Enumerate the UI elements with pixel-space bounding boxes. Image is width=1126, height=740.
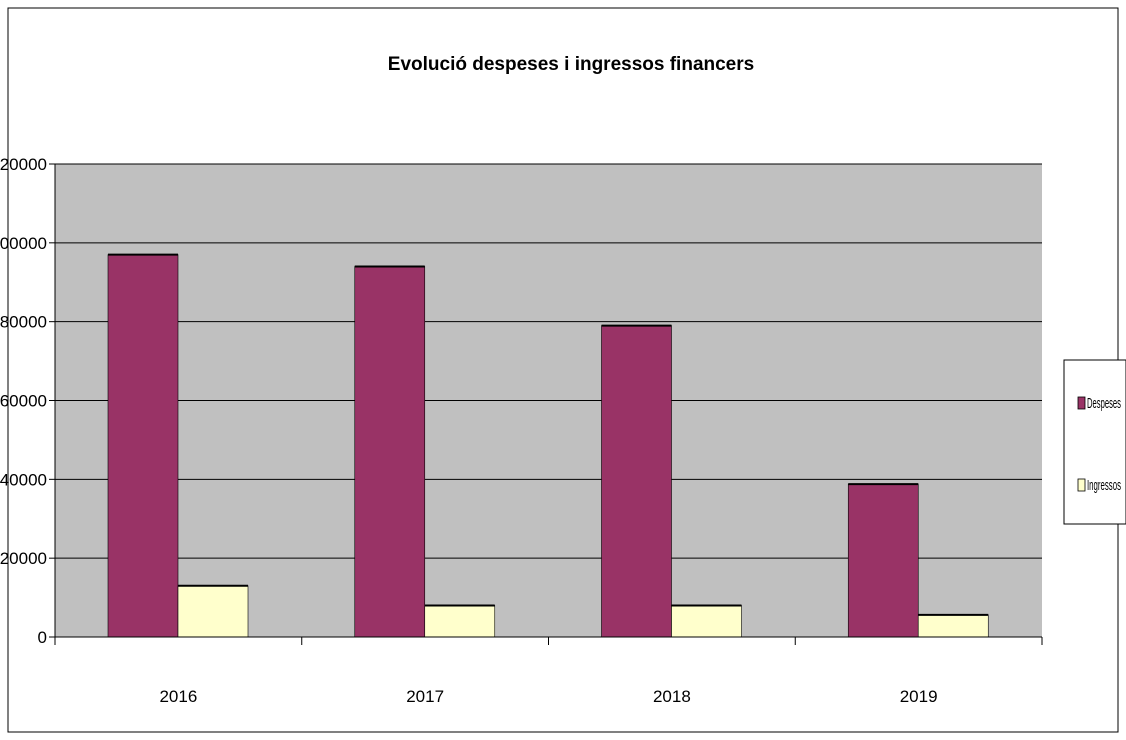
y-tick-label: 120000 (0, 155, 47, 174)
bar-despeses-2019 (848, 484, 918, 637)
bar-despeses-2016 (108, 255, 178, 637)
legend-label-ingressos: Ingressos (1087, 477, 1121, 494)
legend-label-despeses: Despeses (1087, 395, 1121, 412)
y-tick-label: 40000 (0, 470, 47, 489)
y-tick-label: 20000 (0, 549, 47, 568)
x-tick-label: 2016 (159, 687, 197, 706)
y-tick-label: 80000 (0, 313, 47, 332)
legend-box (1064, 360, 1126, 524)
bar-despeses-2017 (355, 266, 425, 637)
x-tick-label: 2017 (406, 687, 444, 706)
bar-ingressos-2016 (178, 586, 248, 637)
chart-title: Evolució despeses i ingressos financers (388, 54, 754, 75)
bar-ingressos-2018 (672, 605, 742, 637)
legend-swatch-ingressos (1078, 479, 1085, 491)
bar-ingressos-2019 (918, 615, 988, 637)
y-tick-label: 60000 (0, 392, 47, 411)
bar-ingressos-2017 (425, 605, 495, 637)
bar-despeses-2018 (602, 326, 672, 637)
y-tick-label: 100000 (0, 234, 47, 253)
legend: Despeses Ingressos (1064, 360, 1126, 524)
y-tick-label: 0 (38, 628, 47, 647)
x-tick-label: 2018 (653, 687, 691, 706)
x-tick-label: 2019 (900, 687, 938, 706)
legend-swatch-despeses (1078, 397, 1085, 409)
